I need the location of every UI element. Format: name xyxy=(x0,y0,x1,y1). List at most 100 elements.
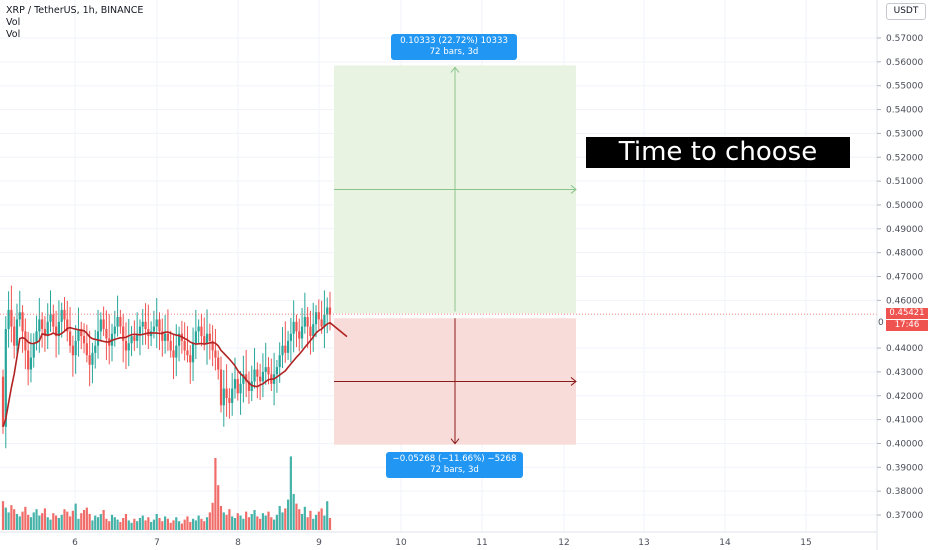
candle-body xyxy=(222,388,225,406)
candle-body xyxy=(124,340,128,351)
price-axis-label: 0.56000 xyxy=(886,58,923,68)
volume-bar xyxy=(247,517,251,530)
candle-body xyxy=(29,357,33,370)
volume-bar xyxy=(13,509,16,530)
volume-bar xyxy=(29,517,33,530)
time-axis-label: 13 xyxy=(638,538,649,548)
volume-bar xyxy=(144,520,147,530)
candle-body xyxy=(303,317,306,327)
candle-body xyxy=(261,371,265,382)
volume-bar xyxy=(233,518,237,530)
volume-bar xyxy=(214,458,217,530)
candle-body xyxy=(99,319,102,332)
volume-bar xyxy=(21,511,24,530)
candle-body xyxy=(105,328,108,339)
candle-body xyxy=(295,321,298,332)
volume-bar xyxy=(99,514,102,530)
time-axis-label: 12 xyxy=(558,538,569,548)
volume-bar xyxy=(46,517,49,530)
candle-body xyxy=(177,333,181,346)
candle-body xyxy=(284,345,287,353)
volume-bar xyxy=(71,510,74,530)
volume-bar xyxy=(10,505,13,530)
moving-average-line xyxy=(2,321,348,428)
volume-bar xyxy=(200,518,203,530)
candle-body xyxy=(77,328,80,341)
candle-body xyxy=(80,328,83,337)
candle-body xyxy=(116,317,119,327)
candle-body xyxy=(152,326,156,332)
symbol-title[interactable]: XRP / TetherUS, 1h, BINANCE xyxy=(6,5,144,16)
volume-bar xyxy=(127,520,130,530)
volume-bar xyxy=(15,514,19,530)
volume-bar xyxy=(242,518,245,530)
bar-countdown-tag: 17:46 xyxy=(886,320,928,331)
volume-bar xyxy=(152,519,156,530)
candle-body xyxy=(32,343,35,358)
price-axis-label: 0.41000 xyxy=(886,416,923,426)
volume-bar xyxy=(217,485,220,530)
price-axis-label-hidden: 0 xyxy=(878,318,884,328)
volume-bar xyxy=(150,522,153,530)
volume-bar xyxy=(113,517,116,530)
volume-bar xyxy=(183,519,186,530)
candle-body xyxy=(217,357,220,370)
volume-bar xyxy=(275,514,278,530)
volume-bar xyxy=(166,518,169,530)
volume-bar xyxy=(172,520,175,530)
volume-bar xyxy=(245,511,248,530)
volume-bar xyxy=(136,521,139,530)
currency-button[interactable]: USDT xyxy=(886,3,926,20)
volume-bar xyxy=(88,514,91,530)
candle-body xyxy=(300,326,304,339)
volume-bar xyxy=(292,494,295,530)
volume-bar xyxy=(122,518,125,530)
candle-body xyxy=(141,321,144,327)
price-axis-label: 0.51000 xyxy=(886,177,923,187)
volume-bar xyxy=(138,518,142,530)
candle-body xyxy=(219,369,223,406)
time-axis-label: 9 xyxy=(316,538,322,548)
candle-body xyxy=(314,312,318,325)
volume-bar xyxy=(82,510,86,530)
candle-body xyxy=(113,326,116,334)
text-annotation[interactable]: Time to choose xyxy=(586,137,850,168)
volume-bar xyxy=(208,512,211,530)
candle-body xyxy=(228,398,231,403)
candle-body xyxy=(10,309,13,327)
volume-bar xyxy=(155,514,158,530)
candle-body xyxy=(13,326,16,346)
volume-bar xyxy=(281,512,284,530)
volume-bar xyxy=(85,507,88,530)
candle-body xyxy=(52,314,55,327)
volume-bar xyxy=(80,513,83,530)
volume-bar xyxy=(326,501,329,530)
volume-bar xyxy=(119,522,122,530)
volume-bar xyxy=(180,523,183,530)
candle-body xyxy=(88,355,91,365)
short-position-bars: 72 bars, 3d xyxy=(430,465,479,475)
candle-body xyxy=(275,367,278,375)
volume-bar xyxy=(205,517,209,530)
candle-body xyxy=(306,317,309,327)
candle-body xyxy=(66,319,69,332)
volume-bar xyxy=(24,506,27,530)
volume-indicator-label[interactable]: Vol xyxy=(6,29,21,40)
candle-body xyxy=(122,326,125,341)
volume-bar xyxy=(116,519,119,530)
volume-indicator-label[interactable]: Vol xyxy=(6,17,21,28)
candle-body xyxy=(197,326,200,332)
volume-bar xyxy=(194,520,197,530)
short-position-info: −0.05268 (−11.66%) −5268 72 bars, 3d xyxy=(386,452,523,478)
candle-body xyxy=(49,314,52,322)
volume-bar xyxy=(161,521,164,530)
volume-bar xyxy=(177,521,181,530)
volume-bar xyxy=(124,514,128,530)
price-axis-label: 0.44000 xyxy=(886,344,923,354)
loss-arrow-head xyxy=(570,377,577,386)
volume-bar xyxy=(314,514,318,530)
time-axis-label: 10 xyxy=(395,538,407,548)
volume-bar xyxy=(328,518,332,530)
volume-bar xyxy=(261,513,265,530)
